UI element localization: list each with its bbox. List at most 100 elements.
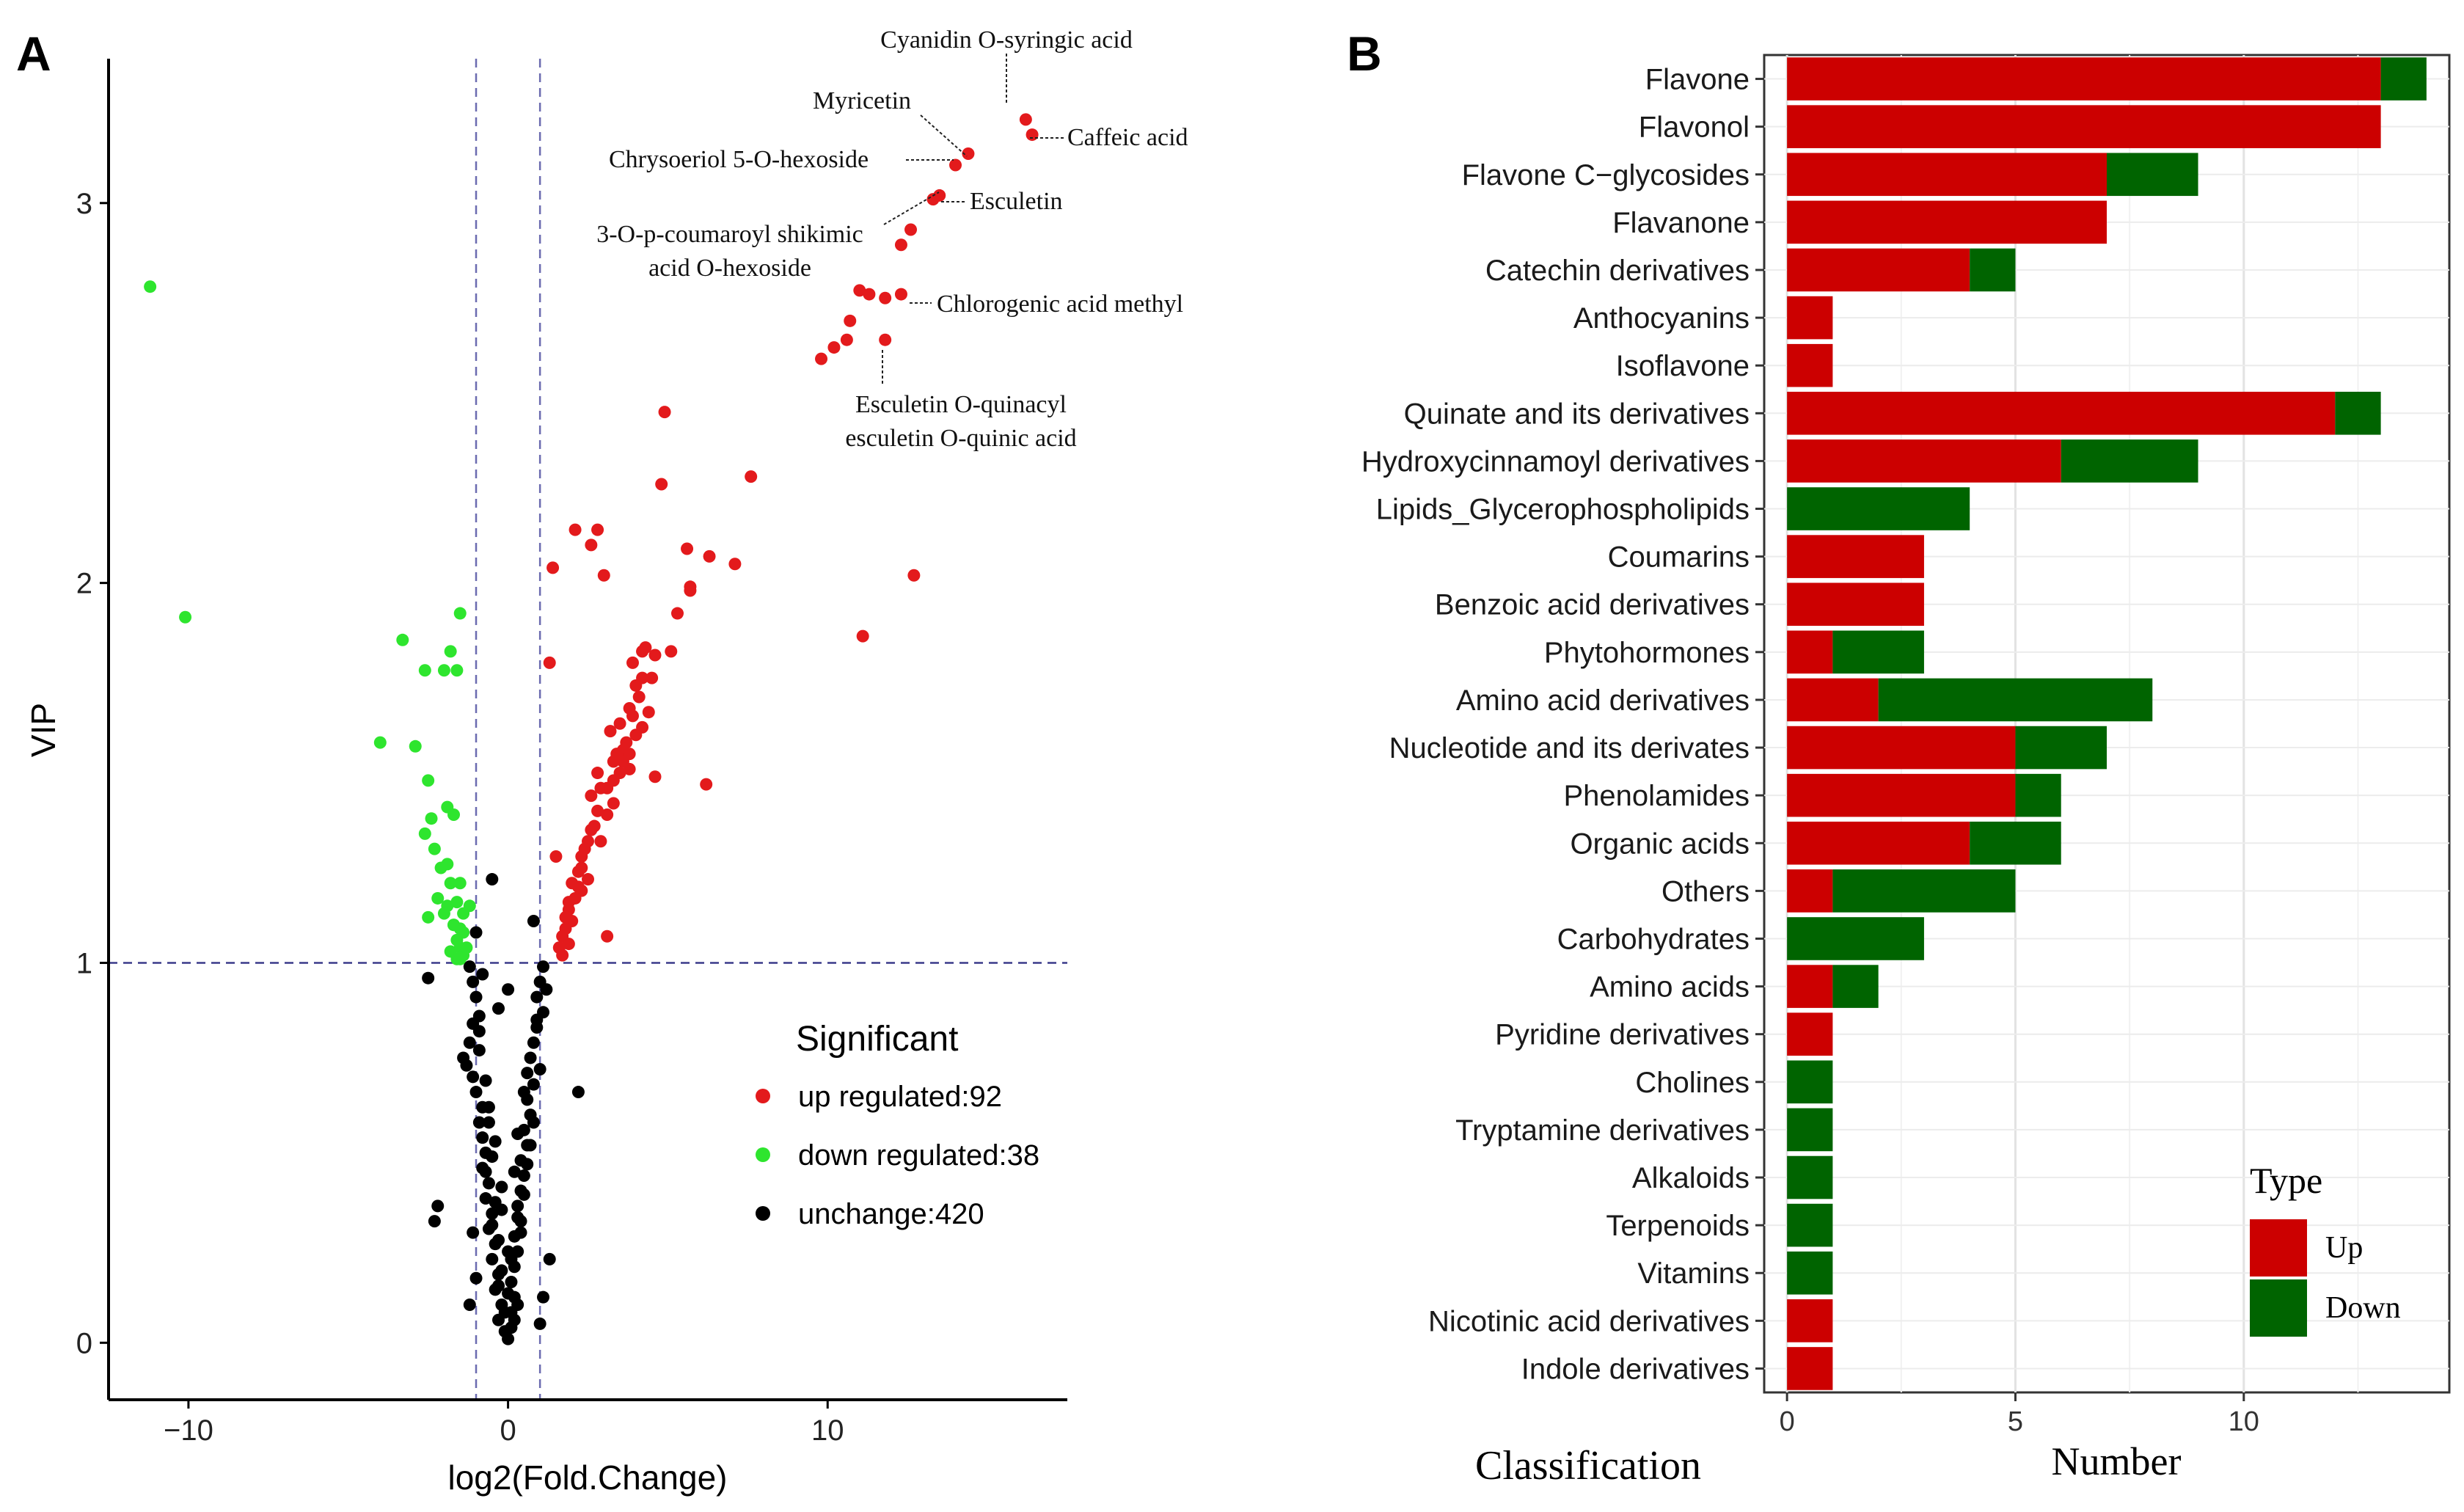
up-point (632, 690, 646, 704)
bar-down (2061, 439, 2198, 483)
up-legend-label: up regulated:92 (798, 1081, 1002, 1113)
unchange-point (571, 1086, 585, 1099)
bar-down (1970, 248, 2016, 292)
bar-down (1832, 965, 1879, 1008)
x-tick-label: 5 (2008, 1406, 2023, 1437)
annotation-leader (883, 191, 940, 225)
unchange-point (533, 1062, 546, 1075)
unchange-point (502, 1332, 515, 1345)
annotation-leader (920, 114, 968, 157)
down-point (418, 664, 431, 677)
down-point (422, 774, 435, 787)
annotation-label: Myricetin (813, 87, 911, 114)
unchange-point (511, 1299, 524, 1312)
unchange-point (486, 1150, 499, 1164)
bars (1787, 57, 2427, 1390)
unchange-point (472, 1116, 486, 1129)
category-label: Alkaloids (1632, 1162, 1750, 1194)
up-point (879, 291, 892, 304)
down-point (444, 877, 457, 890)
category-label: Amino acids (1590, 971, 1750, 1004)
y-tick-label: 1 (76, 947, 92, 979)
category-label: Tryptamine derivatives (1455, 1114, 1750, 1147)
down-point (409, 739, 422, 753)
category-label: Flavonol (1639, 112, 1750, 144)
volcano-plot: Cyanidin O-syringic acid Myricetin Caffeic… (24, 26, 1188, 1497)
bar-up (1787, 392, 2336, 435)
bar-down (1832, 869, 2016, 913)
up-point (670, 607, 684, 620)
up-point (844, 314, 857, 327)
metabolite-annotations: Cyanidin O-syringic acid Myricetin Caffeic… (596, 26, 1188, 452)
up-point (591, 767, 604, 780)
up-point (549, 850, 563, 863)
up-point (556, 949, 569, 962)
up-point (648, 770, 662, 784)
threshold-lines (109, 59, 1067, 1400)
up-point (604, 725, 617, 738)
bar-up (1787, 630, 1833, 674)
unchange-point (517, 1169, 530, 1182)
unchange-point (469, 1271, 483, 1285)
unchange-point (495, 1203, 508, 1216)
unchange-point (517, 1188, 530, 1201)
up-point (962, 147, 975, 160)
category-label: Others (1661, 875, 1750, 907)
up-point (703, 549, 716, 563)
unchange-legend-label: unchange:420 (798, 1198, 984, 1230)
up-point (815, 352, 828, 365)
down-point (450, 896, 464, 909)
bar-up (1787, 821, 1970, 865)
unchange-point (540, 983, 553, 996)
up-point (926, 193, 940, 206)
annotation-line: Cyanidin O-syringic acid (880, 26, 1133, 54)
unchange-point (517, 1086, 530, 1099)
down-point (453, 607, 467, 620)
up-point (569, 523, 582, 536)
unchange-point (476, 968, 489, 981)
up-point (613, 767, 626, 780)
unchange-point (508, 1313, 521, 1326)
bar-up (1787, 678, 1879, 722)
up-point (728, 558, 742, 571)
unchange-point (502, 1245, 515, 1258)
down-point (437, 664, 450, 677)
unchange-point (469, 990, 483, 1004)
up-point (636, 720, 649, 734)
up-point (626, 709, 639, 723)
category-label: Cholines (1635, 1067, 1750, 1099)
unchange-point (482, 1100, 495, 1114)
up-point (543, 656, 556, 669)
bar-down (2107, 153, 2198, 197)
bar-up (1787, 1299, 1833, 1343)
legend-title: Type (2250, 1160, 2322, 1201)
category-label: Amino acid derivatives (1456, 684, 1750, 717)
down-point (425, 812, 438, 825)
up-point (1026, 128, 1039, 142)
bar-up (1787, 296, 1833, 340)
annotation-label: 3-O-p-coumaroyl shikimic acid O-hexoside (596, 221, 863, 282)
type-legend: Type Up Down (2250, 1160, 2401, 1337)
up-point (681, 542, 694, 555)
bar-up (1787, 965, 1833, 1008)
x-axis-title: Number (2052, 1439, 2182, 1483)
unchange-point (524, 1051, 537, 1064)
down-point (460, 941, 473, 954)
category-label: Flavone (1645, 64, 1750, 96)
up-point (562, 938, 575, 951)
unchange-point (521, 1158, 534, 1171)
bar-down (1787, 1203, 1833, 1247)
panel-label-a: A (16, 26, 51, 81)
up-point (623, 762, 636, 775)
unchange-point (508, 1165, 521, 1178)
unchange-point (495, 1180, 508, 1194)
down-point (373, 736, 387, 749)
unchange-point (527, 1116, 540, 1129)
unchange-point (467, 1070, 480, 1084)
bar-up (1787, 153, 2107, 197)
down-point (444, 645, 457, 658)
up-point (571, 880, 585, 894)
unchange-point (527, 1078, 540, 1091)
up-point (894, 238, 907, 252)
unchange-point (530, 1013, 544, 1026)
